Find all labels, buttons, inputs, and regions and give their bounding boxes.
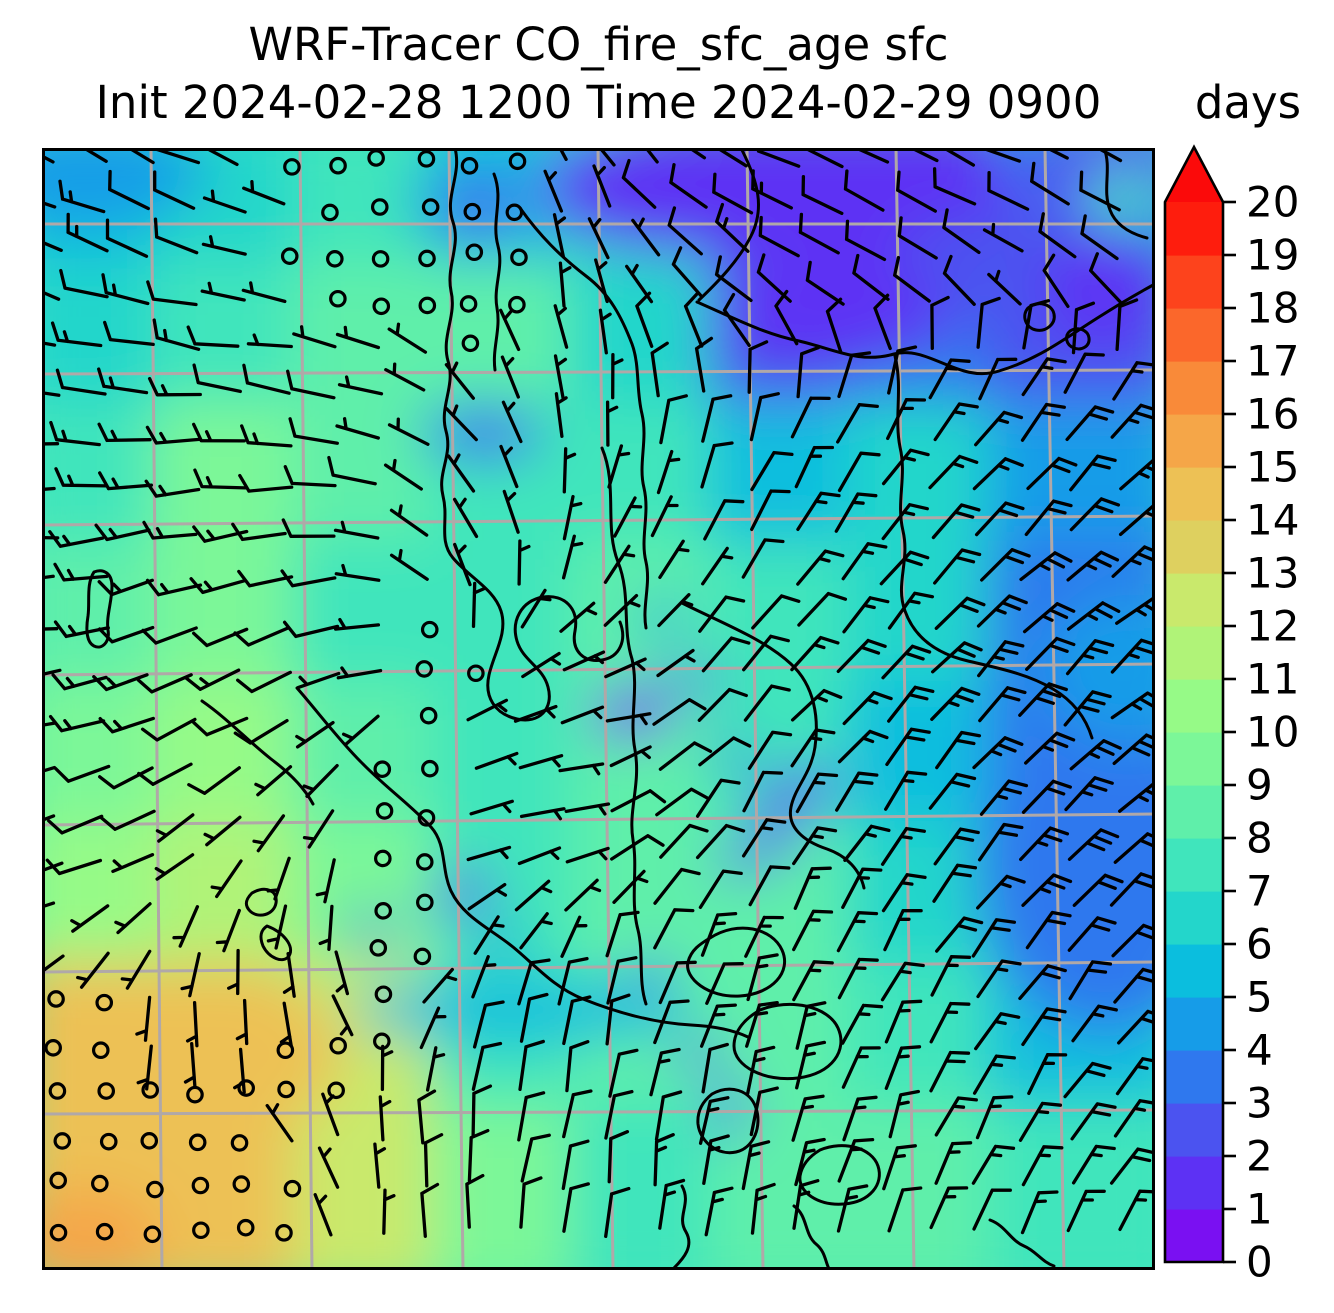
map-canvas xyxy=(42,148,1155,1270)
wind-barb-layer xyxy=(42,148,1155,1244)
colorbar-tick-label: 12 xyxy=(1246,602,1299,651)
map-layers xyxy=(42,148,1155,1270)
colorbar-tick-label: 10 xyxy=(1246,708,1299,757)
colorbar-tick-label: 3 xyxy=(1246,1079,1273,1128)
colorbar-tick-label: 7 xyxy=(1246,867,1273,916)
colorbar-tick-label: 4 xyxy=(1246,1026,1273,1075)
colorbar-units-label: days xyxy=(1194,76,1302,129)
colorbar-tick-label: 18 xyxy=(1246,284,1299,333)
colorbar-tick-label: 16 xyxy=(1246,390,1299,439)
colorbar-panel: 0 1 2 3 4 5 6 7 8 9 10 11 12 13 14 15 16 17 18 19 20 xyxy=(1160,140,1334,1310)
colorbar-tick-label: 15 xyxy=(1246,443,1299,492)
plot-subtitle: Init 2024-02-28 1200 Time 2024-02-29 090… xyxy=(95,76,1102,129)
colorbar-tick-label: 1 xyxy=(1246,1185,1273,1234)
colorbar-tick-label: 20 xyxy=(1246,178,1299,227)
map-panel xyxy=(42,148,1155,1270)
colorbar-tick-label: 0 xyxy=(1246,1238,1273,1287)
colorbar-body xyxy=(1165,202,1223,1263)
colorbar-tick-label: 5 xyxy=(1246,973,1273,1022)
colorbar-tick-label: 14 xyxy=(1246,496,1299,545)
colorbar-tick-label: 8 xyxy=(1246,814,1273,863)
colorbar-tick-label: 6 xyxy=(1246,920,1273,969)
plot-title: WRF-Tracer CO_fire_sfc_age sfc xyxy=(248,18,949,71)
colorbar-tick-label: 19 xyxy=(1246,231,1299,280)
colorbar-tick-label: 2 xyxy=(1246,1132,1273,1181)
colorbar-tick-label: 9 xyxy=(1246,761,1273,810)
colorbar-tick-label: 17 xyxy=(1246,337,1299,386)
colorbar-tick-label: 13 xyxy=(1246,549,1299,598)
colorbar-extend-arrow xyxy=(1165,147,1223,202)
colorbar-tick-label: 11 xyxy=(1246,655,1299,704)
